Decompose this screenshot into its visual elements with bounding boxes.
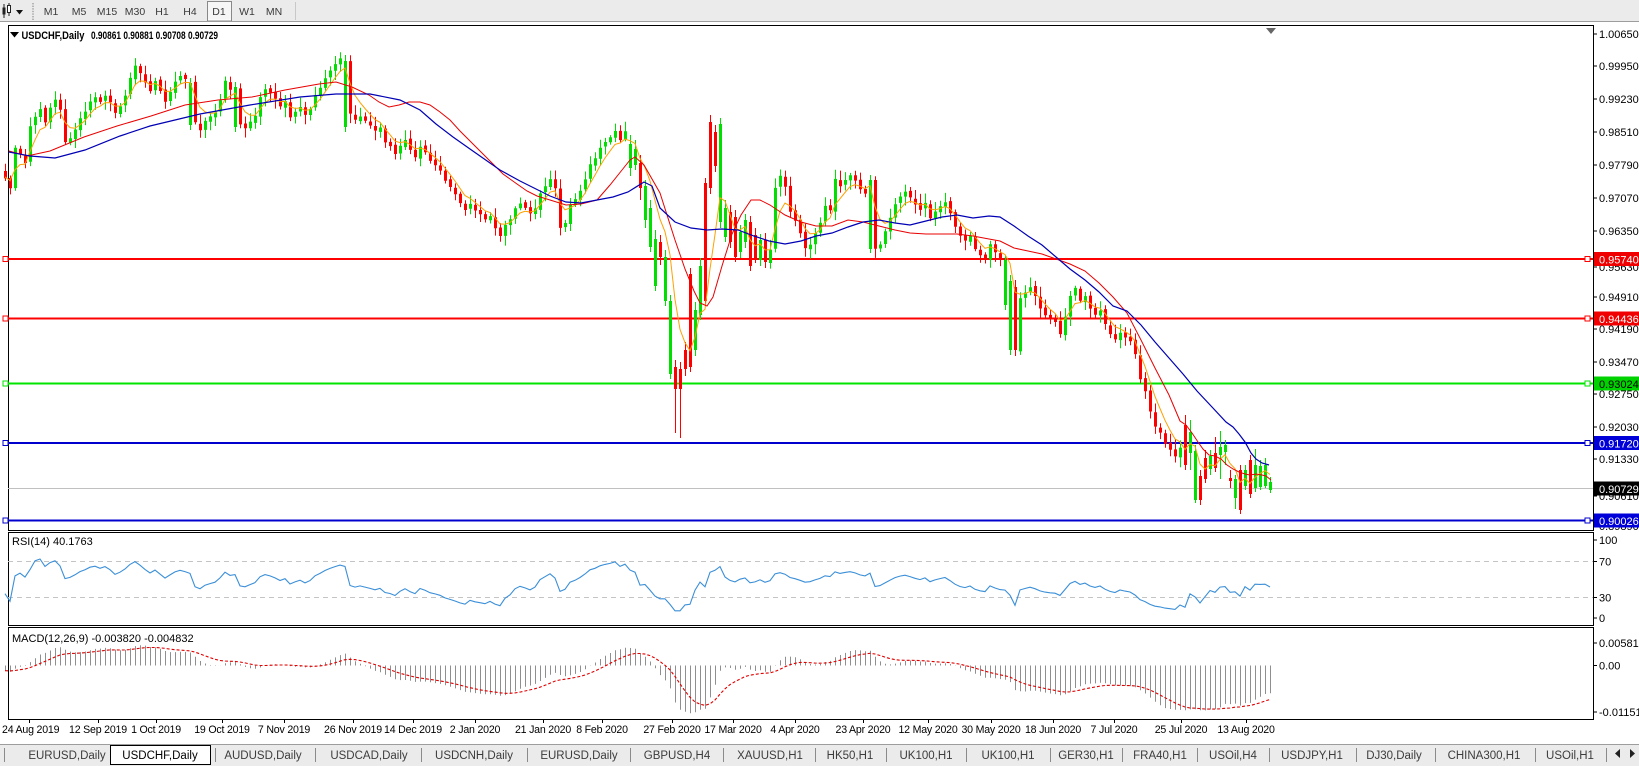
- svg-text:USDCNH,Daily: USDCNH,Daily: [435, 750, 513, 762]
- svg-text:0.93470: 0.93470: [1599, 357, 1639, 369]
- svg-text:26 Nov 2019: 26 Nov 2019: [324, 724, 382, 736]
- svg-text:100: 100: [1599, 535, 1617, 547]
- svg-text:CHINA300,H1: CHINA300,H1: [1448, 750, 1521, 762]
- svg-text:HK50,H1: HK50,H1: [827, 750, 874, 762]
- svg-text:14 Dec 2019: 14 Dec 2019: [384, 724, 442, 736]
- svg-text:M5: M5: [72, 6, 87, 18]
- svg-text:25 Jul 2020: 25 Jul 2020: [1155, 724, 1208, 736]
- svg-text:EURUSD,Daily: EURUSD,Daily: [28, 750, 106, 762]
- svg-text:21 Jan 2020: 21 Jan 2020: [515, 724, 571, 736]
- svg-text:DJ30,Daily: DJ30,Daily: [1366, 750, 1422, 762]
- svg-text:MACD(12,26,9) -0.003820 -0.004: MACD(12,26,9) -0.003820 -0.004832: [12, 633, 194, 645]
- svg-text:XAUUSD,H1: XAUUSD,H1: [737, 750, 803, 762]
- svg-text:30: 30: [1599, 593, 1611, 605]
- svg-text:7 Jul 2020: 7 Jul 2020: [1091, 724, 1138, 736]
- svg-text:19 Oct 2019: 19 Oct 2019: [194, 724, 250, 736]
- svg-text:2 Jan 2020: 2 Jan 2020: [450, 724, 501, 736]
- svg-text:RSI(14) 40.1763: RSI(14) 40.1763: [12, 536, 93, 548]
- svg-text:AUDUSD,Daily: AUDUSD,Daily: [224, 750, 302, 762]
- svg-text:USDCHF,Daily: USDCHF,Daily: [122, 750, 198, 762]
- svg-text:1.00650: 1.00650: [1599, 29, 1639, 41]
- svg-text:0.005818: 0.005818: [1599, 638, 1639, 650]
- svg-text:0.90861 0.90881 0.90708 0.9072: 0.90861 0.90881 0.90708 0.90729: [91, 30, 218, 42]
- svg-text:17 Mar 2020: 17 Mar 2020: [704, 724, 762, 736]
- svg-text:GBPUSD,H4: GBPUSD,H4: [644, 750, 711, 762]
- svg-text:8 Feb 2020: 8 Feb 2020: [576, 724, 628, 736]
- svg-text:0.97790: 0.97790: [1599, 160, 1639, 172]
- svg-text:D1: D1: [212, 6, 226, 18]
- svg-text:0.90729: 0.90729: [1599, 484, 1639, 496]
- svg-text:0.90026: 0.90026: [1599, 516, 1639, 528]
- svg-text:4 Apr 2020: 4 Apr 2020: [770, 724, 820, 736]
- svg-text:0.94436: 0.94436: [1599, 314, 1639, 326]
- svg-text:24 Aug 2019: 24 Aug 2019: [2, 724, 60, 736]
- svg-text:27 Feb 2020: 27 Feb 2020: [643, 724, 701, 736]
- svg-text:0.95740: 0.95740: [1599, 255, 1639, 267]
- svg-text:12 May 2020: 12 May 2020: [898, 724, 957, 736]
- svg-text:0.92030: 0.92030: [1599, 422, 1639, 434]
- svg-text:30 May 2020: 30 May 2020: [961, 724, 1020, 736]
- svg-text:MN: MN: [266, 6, 282, 18]
- svg-text:USOil,H4: USOil,H4: [1209, 750, 1258, 762]
- svg-text:0.92750: 0.92750: [1599, 389, 1639, 401]
- svg-text:0.94910: 0.94910: [1599, 292, 1639, 304]
- svg-text:7 Nov 2019: 7 Nov 2019: [258, 724, 310, 736]
- svg-text:M1: M1: [44, 6, 59, 18]
- svg-text:23 Apr 2020: 23 Apr 2020: [836, 724, 891, 736]
- svg-text:18 Jun 2020: 18 Jun 2020: [1025, 724, 1081, 736]
- svg-text:FRA40,H1: FRA40,H1: [1133, 750, 1187, 762]
- svg-text:UK100,H1: UK100,H1: [981, 750, 1034, 762]
- svg-text:70: 70: [1599, 557, 1611, 569]
- svg-text:H4: H4: [183, 6, 197, 18]
- svg-text:USDJPY,H1: USDJPY,H1: [1281, 750, 1343, 762]
- svg-text:0: 0: [1599, 613, 1605, 625]
- svg-text:0.99230: 0.99230: [1599, 94, 1639, 106]
- svg-text:0.96350: 0.96350: [1599, 226, 1639, 238]
- svg-text:H1: H1: [155, 6, 169, 18]
- svg-text:1 Oct 2019: 1 Oct 2019: [131, 724, 181, 736]
- svg-text:EURUSD,Daily: EURUSD,Daily: [540, 750, 618, 762]
- svg-text:-0.011514: -0.011514: [1599, 707, 1639, 719]
- svg-text:0.00: 0.00: [1599, 661, 1620, 673]
- svg-text:13 Aug 2020: 13 Aug 2020: [1217, 724, 1275, 736]
- svg-text:USDCAD,Daily: USDCAD,Daily: [330, 750, 408, 762]
- svg-text:USOil,H1: USOil,H1: [1546, 750, 1594, 762]
- svg-text:0.98510: 0.98510: [1599, 127, 1639, 139]
- svg-text:UK100,H1: UK100,H1: [899, 750, 952, 762]
- svg-text:0.99950: 0.99950: [1599, 61, 1639, 73]
- svg-text:0.97070: 0.97070: [1599, 193, 1639, 205]
- svg-text:0.94190: 0.94190: [1599, 324, 1639, 336]
- svg-text:0.91330: 0.91330: [1599, 454, 1639, 466]
- svg-text:12 Sep 2019: 12 Sep 2019: [69, 724, 127, 736]
- svg-text:0.93024: 0.93024: [1599, 379, 1639, 391]
- svg-text:M15: M15: [97, 6, 118, 18]
- svg-text:M30: M30: [125, 6, 146, 18]
- svg-text:0.91720: 0.91720: [1599, 439, 1639, 451]
- svg-text:USDCHF,Daily: USDCHF,Daily: [22, 30, 86, 42]
- svg-text:W1: W1: [239, 6, 255, 18]
- svg-text:GER30,H1: GER30,H1: [1058, 750, 1114, 762]
